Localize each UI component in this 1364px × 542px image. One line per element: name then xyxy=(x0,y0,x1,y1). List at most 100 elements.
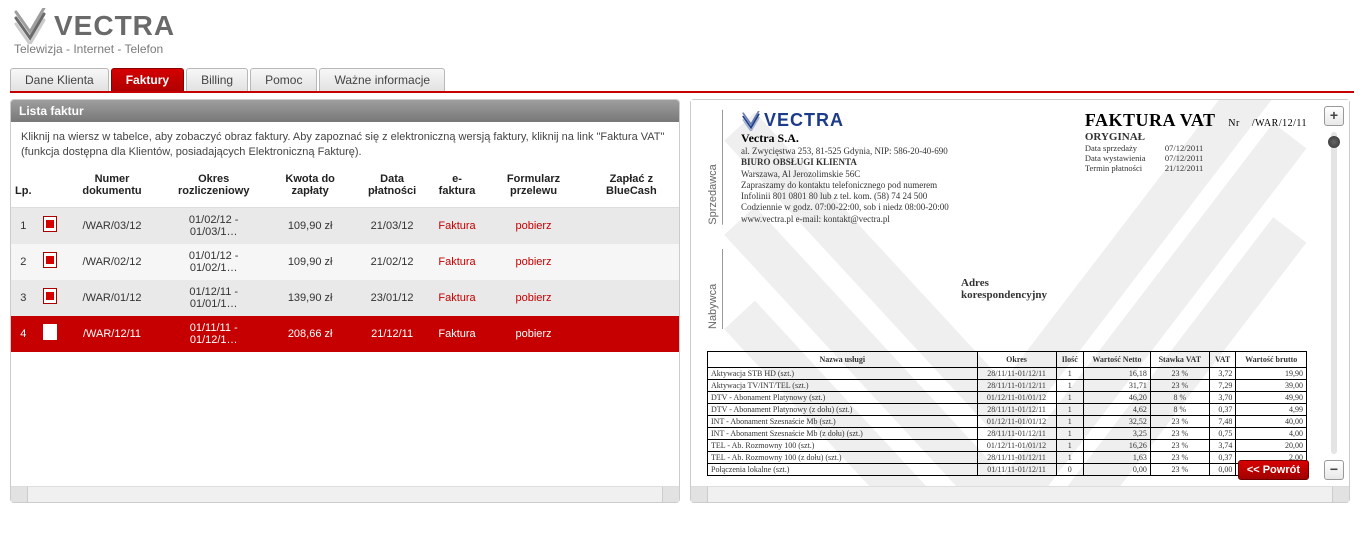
vendor-line1: Zapraszamy do kontaktu telefonicznego po… xyxy=(741,180,949,191)
cell-lp: 3 xyxy=(11,280,36,316)
lh-rate: Stawka VAT xyxy=(1150,351,1209,367)
cell-lp: 2 xyxy=(11,244,36,280)
line-rate: 8 % xyxy=(1150,403,1209,415)
vendor-name: Vectra S.A. xyxy=(741,131,949,146)
line-net: 16,26 xyxy=(1083,439,1150,451)
lh-gross: Wartość brutto xyxy=(1236,351,1307,367)
invoice-document: Sprzedawca VECTRA xyxy=(691,100,1319,486)
corr-addr-title: Adres xyxy=(961,277,1047,289)
cell-amount: 109,90 zł xyxy=(267,207,354,244)
invoice-list-panel: Lista faktur Kliknij na wiersz w tabelce… xyxy=(10,99,680,503)
line-qty: 0 xyxy=(1056,463,1083,475)
cell-einvoice[interactable]: Faktura xyxy=(431,280,483,316)
tab-ważne-informacje[interactable]: Ważne informacje xyxy=(319,68,445,91)
cell-amount: 109,90 zł xyxy=(267,244,354,280)
zoom-in-button[interactable]: + xyxy=(1324,106,1344,126)
cell-transfer[interactable]: pobierz xyxy=(483,207,584,244)
corr-addr-sub: korespondencyjny xyxy=(961,289,1047,301)
transfer-link: pobierz xyxy=(515,328,551,340)
cell-lp: 1 xyxy=(11,207,36,244)
doc-meta-row: Data sprzedaży07/12/2011 xyxy=(1085,143,1307,153)
tab-pomoc[interactable]: Pomoc xyxy=(250,68,317,91)
line-vat: 0,75 xyxy=(1209,427,1236,439)
line-period: 01/12/11-01/01/12 xyxy=(977,391,1056,403)
line-name: TEL - Ab. Rozmowny 100 (szt.) xyxy=(708,439,978,451)
meta-key: Data sprzedaży xyxy=(1085,143,1155,153)
cell-period: 01/12/11 - 01/01/1… xyxy=(161,280,267,316)
cell-amount: 208,66 zł xyxy=(267,316,354,352)
invoice-preview-panel: Sprzedawca VECTRA xyxy=(690,99,1350,503)
document-number-label: Nr xyxy=(1228,118,1240,129)
table-row[interactable]: 1/WAR/03/1201/02/12 - 01/03/1…109,90 zł2… xyxy=(11,207,679,244)
pdf-icon[interactable] xyxy=(43,252,57,268)
lh-period: Okres xyxy=(977,351,1056,367)
line-rate: 23 % xyxy=(1150,415,1209,427)
invoice-list-note: Kliknij na wiersz w tabelce, aby zobaczy… xyxy=(11,122,679,169)
vendor-office-addr: Warszawa, Al Jerozolimskie 56C xyxy=(741,169,949,180)
zoom-slider[interactable] xyxy=(1331,132,1337,454)
line-net: 31,71 xyxy=(1083,379,1150,391)
col-einvoice: e-faktura xyxy=(431,169,483,208)
tab-dane-klienta[interactable]: Dane Klienta xyxy=(10,68,109,91)
cell-einvoice[interactable]: Faktura xyxy=(431,316,483,352)
hscroll-left[interactable] xyxy=(11,486,679,502)
table-row[interactable]: 3/WAR/01/1201/12/11 - 01/01/1…139,90 zł2… xyxy=(11,280,679,316)
tab-billing[interactable]: Billing xyxy=(186,68,248,91)
cell-einvoice[interactable]: Faktura xyxy=(431,207,483,244)
cell-period: 01/02/12 - 01/03/1… xyxy=(161,207,267,244)
cell-bluecash xyxy=(584,280,679,316)
line-period: 28/11/11-01/12/11 xyxy=(977,451,1056,463)
cell-paydate: 21/02/12 xyxy=(353,244,430,280)
line-vat: 0,00 xyxy=(1209,463,1236,475)
back-button[interactable]: << Powrót xyxy=(1238,460,1309,480)
cell-transfer[interactable]: pobierz xyxy=(483,316,584,352)
line-gross: 4,99 xyxy=(1236,403,1307,415)
cell-pdf[interactable] xyxy=(36,316,64,352)
main-tabs: Dane KlientaFakturyBillingPomocWażne inf… xyxy=(10,68,1354,93)
vendor-line3: Codziennie w godz. 07:00-22:00, sob i ni… xyxy=(741,202,949,213)
col-pdf xyxy=(36,169,64,208)
line-period: 28/11/11-01/12/11 xyxy=(977,367,1056,379)
doc-meta-row: Termin płatności21/12/2011 xyxy=(1085,163,1307,173)
correspondence-address: Adres korespondencyjny xyxy=(961,277,1047,301)
table-row[interactable]: 2/WAR/02/1201/01/12 - 01/02/1…109,90 zł2… xyxy=(11,244,679,280)
line-net: 16,18 xyxy=(1083,367,1150,379)
cell-lp: 4 xyxy=(11,316,36,352)
buyer-side-label: Nabywca xyxy=(707,249,723,329)
line-gross: 49,90 xyxy=(1236,391,1307,403)
header: VECTRA Telewizja - Internet - Telefon xyxy=(0,0,1364,60)
transfer-link: pobierz xyxy=(515,256,551,268)
meta-key: Data wystawienia xyxy=(1085,153,1155,163)
line-gross: 19,90 xyxy=(1236,367,1307,379)
vendor-addr: al. Zwycięstwa 253, 81-525 Gdynia, NIP: … xyxy=(741,146,949,157)
meta-val: 21/12/2011 xyxy=(1165,163,1203,173)
pdf-icon[interactable] xyxy=(43,216,57,232)
cell-pdf[interactable] xyxy=(36,280,64,316)
zoom-out-button[interactable]: − xyxy=(1324,460,1344,480)
zoom-slider-thumb[interactable] xyxy=(1328,136,1340,148)
einvoice-link: Faktura xyxy=(438,328,475,340)
pdf-icon[interactable] xyxy=(43,288,57,304)
doc-meta-row: Data wystawienia07/12/2011 xyxy=(1085,153,1307,163)
transfer-link: pobierz xyxy=(515,292,551,304)
cell-einvoice[interactable]: Faktura xyxy=(431,244,483,280)
line-vat: 3,70 xyxy=(1209,391,1236,403)
tab-faktury[interactable]: Faktury xyxy=(111,68,184,91)
line-row: INT - Abonament Szesnaście Mb (z dołu) (… xyxy=(708,427,1307,439)
line-row: DTV - Abonament Platynowy (z dołu) (szt.… xyxy=(708,403,1307,415)
line-vat: 7,29 xyxy=(1209,379,1236,391)
cell-transfer[interactable]: pobierz xyxy=(483,280,584,316)
document-logo: VECTRA xyxy=(741,110,949,131)
line-name: Połączenia lokalne (szt.) xyxy=(708,463,978,475)
table-row[interactable]: 4/WAR/12/1101/11/11 - 01/12/1…208,66 zł2… xyxy=(11,316,679,352)
line-period: 28/11/11-01/12/11 xyxy=(977,403,1056,415)
hscroll-right[interactable] xyxy=(691,486,1349,502)
line-net: 1,63 xyxy=(1083,451,1150,463)
pdf-icon[interactable] xyxy=(43,324,57,340)
cell-pdf[interactable] xyxy=(36,244,64,280)
cell-transfer[interactable]: pobierz xyxy=(483,244,584,280)
cell-pdf[interactable] xyxy=(36,207,64,244)
transfer-link: pobierz xyxy=(515,220,551,232)
col-transfer: Formularz przelewu xyxy=(483,169,584,208)
col-bluecash: Zapłać z BlueCash xyxy=(584,169,679,208)
